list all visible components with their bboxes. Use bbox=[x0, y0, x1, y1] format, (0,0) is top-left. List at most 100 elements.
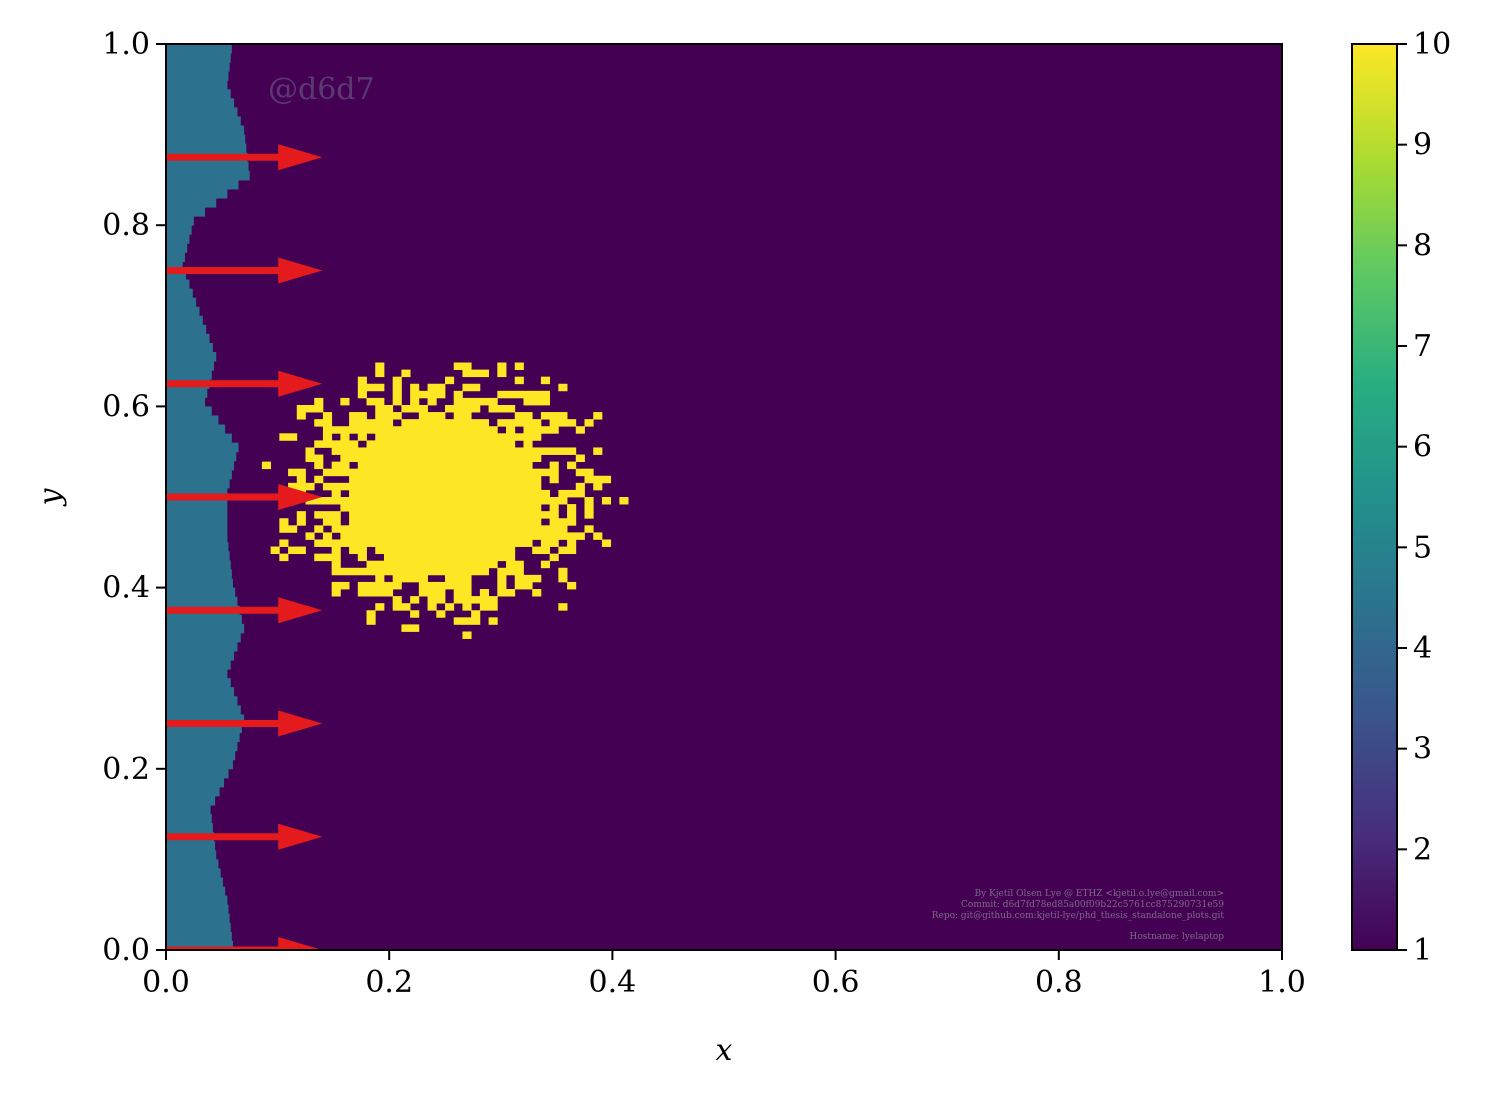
bubble-cell bbox=[506, 447, 516, 455]
bubble-cell bbox=[549, 525, 559, 533]
bubble-cell bbox=[427, 546, 437, 555]
bubble-cell bbox=[506, 433, 516, 441]
bubble-cell bbox=[410, 560, 420, 569]
bubble-cell bbox=[383, 497, 394, 505]
bubble-cell bbox=[418, 567, 428, 576]
bubble-cell bbox=[392, 376, 402, 385]
inlet-cell bbox=[166, 913, 230, 924]
bubble-cell bbox=[366, 419, 376, 427]
inlet-cell bbox=[166, 524, 228, 534]
bubble-cell bbox=[366, 539, 376, 547]
bubble-cell bbox=[401, 482, 411, 491]
bubble-cell bbox=[305, 404, 315, 413]
bubble-cell bbox=[488, 560, 498, 569]
bubble-cell bbox=[462, 617, 472, 625]
bubble-cell bbox=[427, 412, 437, 420]
bubble-cell bbox=[453, 440, 463, 448]
bubble-cell bbox=[514, 574, 524, 583]
bubble-cell bbox=[462, 518, 472, 526]
inlet-cell bbox=[166, 904, 229, 915]
bubble-cell bbox=[436, 412, 446, 420]
bubble-cell bbox=[357, 412, 367, 420]
bubble-cell bbox=[514, 504, 524, 512]
bubble-cell bbox=[375, 560, 385, 569]
bubble-cell bbox=[453, 497, 463, 505]
bubble-cell bbox=[410, 454, 420, 463]
bubble-cell bbox=[540, 497, 551, 505]
bubble-cell bbox=[497, 489, 507, 498]
bubble-cell bbox=[506, 461, 516, 470]
inlet-cell bbox=[166, 71, 229, 81]
bubble-cell bbox=[418, 539, 428, 547]
bubble-cell bbox=[392, 603, 402, 611]
bubble-cell bbox=[532, 504, 542, 512]
bubble-cell bbox=[445, 482, 455, 491]
bubble-cell bbox=[453, 518, 463, 526]
bubble-cell bbox=[401, 603, 411, 611]
bubble-cell bbox=[532, 525, 542, 533]
bubble-cell bbox=[540, 447, 551, 455]
bubble-cell bbox=[366, 610, 376, 618]
bubble-cell bbox=[479, 567, 489, 576]
bubble-cell bbox=[357, 539, 367, 547]
inlet-cell bbox=[166, 759, 233, 770]
bubble-cell bbox=[445, 433, 455, 441]
bubble-cell bbox=[479, 475, 489, 484]
inlet-cell bbox=[166, 188, 228, 199]
bubble-cell bbox=[305, 454, 315, 463]
x-axis-label: x bbox=[716, 1033, 733, 1068]
bubble-cell bbox=[523, 440, 533, 448]
bubble-cell bbox=[349, 518, 359, 526]
bubble-cell bbox=[418, 461, 428, 470]
bubble-cell bbox=[375, 412, 385, 420]
bubble-cell bbox=[506, 482, 516, 491]
bubble-cell bbox=[488, 433, 498, 441]
colorbar-tick-label: 10 bbox=[1413, 27, 1451, 62]
bubble-cell bbox=[375, 447, 385, 455]
bubble-cell bbox=[418, 511, 428, 519]
bubble-cell bbox=[418, 482, 428, 491]
bubble-cell bbox=[462, 489, 472, 498]
bubble-cell bbox=[392, 567, 402, 576]
inlet-cell bbox=[166, 243, 188, 253]
bubble-cell bbox=[418, 440, 428, 448]
bubble-cell bbox=[340, 539, 350, 547]
bubble-cell bbox=[506, 560, 516, 569]
bubble-cell bbox=[340, 454, 350, 463]
bubble-cell bbox=[375, 468, 385, 477]
bubble-cell bbox=[427, 475, 437, 484]
bubble-cell bbox=[506, 454, 516, 463]
bubble-cell bbox=[410, 518, 420, 526]
bubble-cell bbox=[462, 567, 472, 576]
bubble-cell bbox=[453, 468, 463, 477]
inlet-cell bbox=[166, 705, 241, 715]
bubble-cell bbox=[375, 454, 385, 463]
bubble-cell bbox=[375, 574, 385, 583]
bubble-cell bbox=[401, 539, 411, 547]
bubble-cell bbox=[540, 539, 551, 547]
inlet-cell bbox=[166, 578, 233, 589]
bubble-cell bbox=[366, 532, 376, 540]
bubble-cell bbox=[445, 560, 455, 569]
bubble-cell bbox=[514, 454, 524, 463]
bubble-cell bbox=[357, 581, 367, 590]
bubble-cell bbox=[349, 525, 359, 533]
bubble-cell bbox=[497, 433, 507, 441]
bubble-cell bbox=[410, 532, 420, 540]
bubble-cell bbox=[383, 482, 394, 491]
bubble-cell bbox=[462, 631, 472, 639]
bubble-cell bbox=[357, 489, 367, 498]
bubble-cell bbox=[497, 525, 507, 533]
bubble-cell bbox=[471, 461, 481, 470]
bubble-cell bbox=[549, 532, 559, 540]
bubble-cell bbox=[479, 447, 489, 455]
bubble-cell bbox=[349, 426, 359, 434]
bubble-cell bbox=[392, 468, 402, 477]
bubble-cell bbox=[462, 362, 472, 370]
inlet-cell bbox=[166, 741, 238, 752]
bubble-cell bbox=[357, 511, 367, 519]
bubble-cell bbox=[418, 546, 428, 555]
bubble-cell bbox=[567, 419, 577, 427]
bubble-cell bbox=[479, 468, 489, 477]
inlet-cell bbox=[166, 814, 212, 824]
